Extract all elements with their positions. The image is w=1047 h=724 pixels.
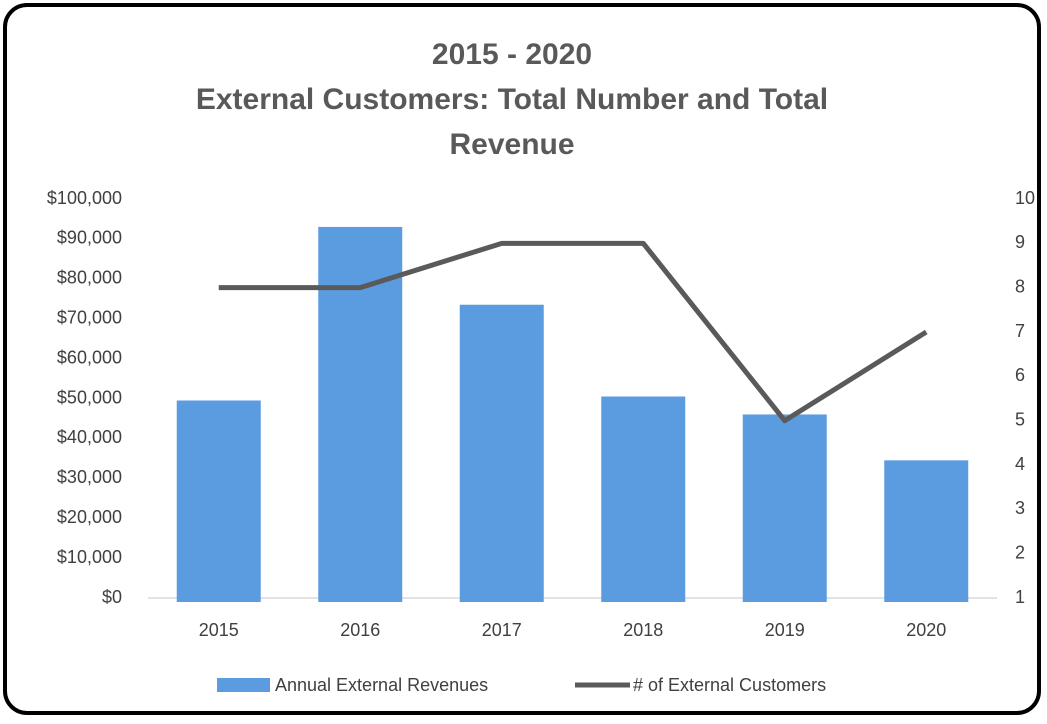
y-tick-label: $30,000 (57, 467, 122, 487)
y2-tick-label: 8 (1015, 276, 1025, 296)
bar (459, 304, 544, 602)
x-tick-label: 2016 (340, 620, 380, 640)
y-tick-label: $0 (102, 587, 122, 607)
y-tick-label: $100,000 (47, 188, 122, 208)
y-tick-label: $70,000 (57, 307, 122, 327)
line-series (218, 240, 928, 424)
y2-tick-label: 4 (1015, 454, 1025, 474)
y2-tick-label: 9 (1015, 232, 1025, 252)
bar (601, 396, 686, 602)
legend-swatch (217, 678, 270, 692)
x-tick-label: 2017 (482, 620, 522, 640)
y2-tick-label: 7 (1015, 321, 1025, 341)
y2-tick-label: 5 (1015, 409, 1025, 429)
chart-title: External Customers: Total Number and Tot… (196, 83, 828, 116)
legend-label: # of External Customers (633, 675, 826, 695)
legend-label: Annual External Revenues (275, 675, 488, 695)
y2-tick-label: 10 (1015, 188, 1035, 208)
bar (742, 414, 827, 602)
y-tick-label: $80,000 (57, 268, 122, 288)
y-tick-label: $40,000 (57, 427, 122, 447)
y-tick-label: $20,000 (57, 507, 122, 527)
y2-tick-label: 2 (1015, 542, 1025, 562)
x-tick-label: 2019 (765, 620, 805, 640)
y2-tick-label: 1 (1015, 587, 1025, 607)
x-tick-label: 2018 (623, 620, 663, 640)
chart-title: 2015 - 2020 (432, 38, 592, 71)
x-tick-label: 2020 (906, 620, 946, 640)
bar (176, 400, 261, 602)
y2-tick-label: 3 (1015, 498, 1025, 518)
bar (884, 460, 969, 602)
y-tick-label: $90,000 (57, 228, 122, 248)
x-tick-label: 2015 (199, 620, 239, 640)
y2-tick-label: 6 (1015, 365, 1025, 385)
y-tick-label: $10,000 (57, 547, 122, 567)
bar (318, 226, 403, 602)
y-tick-label: $60,000 (57, 347, 122, 367)
y-tick-label: $50,000 (57, 387, 122, 407)
chart-title: Revenue (449, 128, 574, 161)
